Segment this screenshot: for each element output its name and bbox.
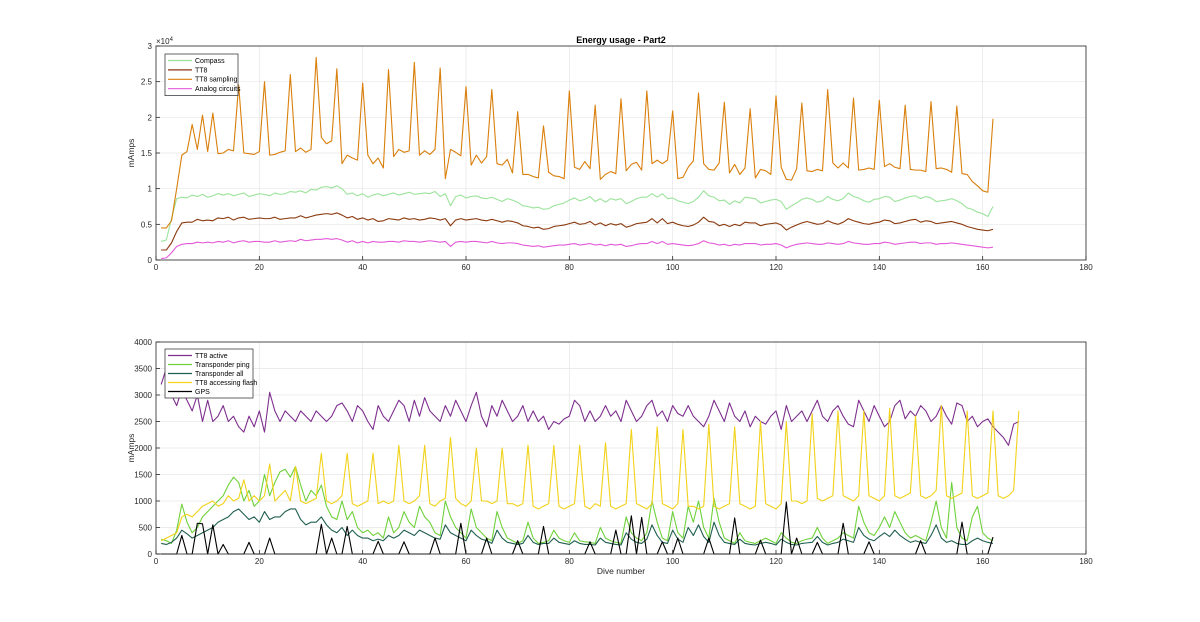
multiplier-base: ×10 (156, 37, 170, 46)
x-tick-label: 180 (1079, 263, 1093, 272)
x-tick-label: 80 (565, 557, 574, 566)
x-tick-label: 20 (255, 557, 264, 566)
x-tick-label: 180 (1079, 557, 1093, 566)
y-tick-label: 2500 (134, 418, 152, 427)
y-tick-label: 3 (148, 42, 153, 51)
series-line-tt8-sampling (161, 56, 994, 229)
y-tick-label: 1500 (134, 471, 152, 480)
x-tick-label: 160 (976, 263, 990, 272)
x-tick-label: 20 (255, 263, 264, 272)
legend-entry: TT8 active (195, 353, 228, 360)
series-line-analog-circuits (161, 238, 994, 260)
top-legend: Compass TT8 TT8 sampling Analog circuits (164, 53, 241, 96)
bottom-series-lines (160, 367, 1020, 555)
legend-entry: Transponder all (195, 371, 244, 378)
multiplier-exponent: 4 (170, 37, 174, 43)
x-tick-label: 40 (358, 557, 367, 566)
series-line-gps (161, 501, 994, 555)
y-tick-label: 500 (139, 524, 153, 533)
x-tick-label: 80 (565, 263, 574, 272)
bottom-tick-labels: 0 20 40 60 80 100 120 140 160 180 0 500 1000 1500 2000… (134, 338, 1093, 566)
x-tick-label: 0 (154, 557, 159, 566)
series-line-tt8-accessing-flash (160, 405, 1020, 542)
legend-entry: TT8 accessing flash (195, 380, 257, 387)
energy-chart-bottom: 0 20 40 60 80 100 120 140 160 180 0 500 1000 1500 2000… (126, 338, 1093, 576)
series-line-tt8 (161, 212, 994, 251)
y-tick-label: 1.5 (141, 149, 153, 158)
bottom-legend: TT8 active Transponder ping Transponder al… (164, 348, 257, 399)
x-tick-label: 60 (462, 557, 471, 566)
x-tick-label: 140 (873, 557, 887, 566)
y-tick-label: 0 (148, 550, 153, 559)
y-tick-label: 2 (148, 113, 153, 122)
top-y-axis-label: mAmps (126, 139, 136, 168)
legend-entry: Transponder ping (195, 362, 250, 369)
series-line-compass (161, 185, 994, 242)
x-tick-label: 140 (873, 263, 887, 272)
y-tick-label: 4000 (134, 338, 152, 347)
x-tick-label: 160 (976, 557, 990, 566)
x-tick-label: 120 (769, 263, 783, 272)
series-line-transponder-ping (161, 465, 994, 544)
legend-entry: TT8 (195, 67, 208, 74)
bottom-y-axis-label: mAmps (126, 434, 136, 463)
x-tick-label: 0 (154, 263, 159, 272)
top-series-lines (161, 56, 994, 260)
top-grid (155, 45, 1087, 261)
y-tick-label: 3000 (134, 391, 152, 400)
x-tick-label: 100 (666, 263, 680, 272)
y-tick-label: 0.5 (141, 220, 153, 229)
x-tick-label: 60 (462, 263, 471, 272)
legend-entry: Compass (195, 58, 225, 65)
x-tick-label: 120 (769, 557, 783, 566)
x-tick-label: 100 (666, 557, 680, 566)
bottom-grid (155, 341, 1087, 555)
legend-entry: Analog circuits (195, 86, 241, 93)
y-tick-label: 2.5 (141, 78, 153, 87)
top-tick-labels: 0 20 40 60 80 100 120 140 160 180 0 0.5 1 1.5 2 2.5 3 (141, 42, 1093, 272)
series-line-transponder-all (161, 508, 994, 546)
energy-chart-top: 0 20 40 60 80 100 120 140 160 180 0 0.5 1 1.5 2 2.5 3 En… (126, 35, 1093, 272)
top-y-multiplier: ×104 (156, 37, 174, 46)
x-tick-label: 40 (358, 263, 367, 272)
legend-entry: GPS (195, 389, 210, 396)
y-tick-label: 2000 (134, 444, 152, 453)
bottom-x-axis-label: Dive number (597, 566, 645, 576)
chart-title: Energy usage - Part2 (576, 35, 666, 45)
y-tick-label: 1 (148, 185, 153, 194)
series-line-tt8-active (160, 367, 1020, 446)
y-tick-label: 3500 (134, 365, 152, 374)
y-tick-label: 0 (148, 256, 153, 265)
legend-entry: TT8 sampling (195, 77, 238, 84)
y-tick-label: 1000 (134, 497, 152, 506)
